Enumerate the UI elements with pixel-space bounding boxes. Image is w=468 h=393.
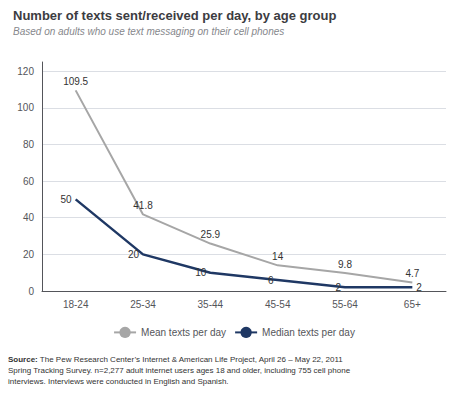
svg-text:The Pew Research Center’s Inte: The Pew Research Center’s Internet & Ame… — [38, 355, 343, 364]
svg-text:Spring Tracking Survey. n=2,27: Spring Tracking Survey. n=2,277 adult in… — [8, 366, 351, 375]
svg-text:0: 0 — [28, 286, 34, 297]
svg-text:Mean texts per day: Mean texts per day — [141, 327, 226, 338]
svg-text:25-34: 25-34 — [130, 299, 156, 310]
svg-text:40: 40 — [23, 212, 35, 223]
svg-text:4.7: 4.7 — [405, 268, 419, 279]
svg-text:41.8: 41.8 — [133, 200, 153, 211]
svg-text:18-24: 18-24 — [63, 299, 89, 310]
svg-text:9.8: 9.8 — [338, 259, 352, 270]
svg-text:Based on adults who use text m: Based on adults who use text messaging o… — [13, 26, 284, 37]
svg-text:35-44: 35-44 — [198, 299, 224, 310]
svg-text:Median texts per day: Median texts per day — [262, 327, 355, 338]
svg-text:2: 2 — [416, 282, 422, 293]
svg-text:2: 2 — [335, 282, 341, 293]
svg-text:55-64: 55-64 — [332, 299, 358, 310]
svg-text:100: 100 — [17, 102, 34, 113]
svg-text:45-54: 45-54 — [265, 299, 291, 310]
svg-text:14: 14 — [272, 251, 284, 262]
svg-text:6: 6 — [268, 275, 274, 286]
svg-text:109.5: 109.5 — [63, 76, 88, 87]
svg-text:20: 20 — [128, 249, 140, 260]
svg-text:80: 80 — [23, 139, 35, 150]
svg-text:60: 60 — [23, 176, 35, 187]
svg-text:interviews. Interviews were co: interviews. Interviews were conducted in… — [8, 377, 229, 386]
svg-text:50: 50 — [61, 194, 73, 205]
svg-text:Source:: Source: — [8, 355, 38, 364]
svg-text:25.9: 25.9 — [201, 229, 221, 240]
svg-text:Number of texts sent/received: Number of texts sent/received per day, b… — [13, 8, 336, 23]
svg-text:10: 10 — [195, 267, 207, 278]
svg-text:65+: 65+ — [404, 299, 421, 310]
svg-text:120: 120 — [17, 66, 34, 77]
svg-text:20: 20 — [23, 249, 35, 260]
